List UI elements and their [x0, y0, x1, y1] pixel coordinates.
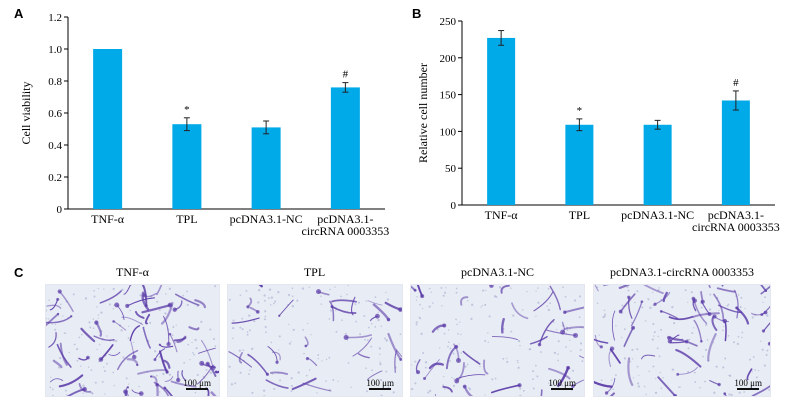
- y-tick-label: 200: [440, 53, 457, 65]
- image-title-tpl: TPL: [303, 265, 326, 279]
- y-tick-label: 1.2: [48, 12, 62, 24]
- scale-bar-tnf: 100 μm: [183, 378, 211, 390]
- significance-mark: *: [577, 105, 583, 117]
- significance-mark: #: [733, 77, 739, 89]
- bar: [172, 124, 202, 209]
- y-tick-label: 0.8: [48, 76, 62, 88]
- scale-bar-nc: 100 μm: [548, 378, 576, 390]
- y-tick-label: 250: [440, 16, 457, 28]
- y-tick-label: 0.4: [48, 140, 62, 152]
- micrograph-tnf: 100 μm: [45, 284, 220, 397]
- x-tick-label: TNF-α: [91, 212, 125, 226]
- y-tick-label: 0: [57, 204, 63, 216]
- x-tick-label: pcDNA3.1-NC: [621, 208, 694, 222]
- y-tick-label: 0.6: [48, 108, 62, 120]
- image-title-tnf: TNF-α: [116, 265, 149, 279]
- scale-bar-tpl: 100 μm: [366, 378, 394, 390]
- scale-bar-circrna: 100 μm: [734, 378, 762, 390]
- y-tick-label: 0.2: [48, 172, 62, 184]
- y-tick-label: 150: [440, 90, 457, 102]
- bar: [93, 49, 123, 209]
- micrograph-background: [411, 285, 584, 396]
- x-tick-label: pcDNA3.1-: [708, 208, 764, 222]
- y-axis-label: Relative cell number: [416, 63, 430, 163]
- bar: [565, 124, 594, 205]
- image-title-nc: pcDNA3.1-NC: [461, 265, 534, 279]
- x-tick-label: circRNA 0003353: [692, 220, 780, 234]
- panel-letter-c: C: [14, 265, 24, 280]
- y-tick-label: 50: [445, 163, 457, 175]
- chart-a-cell-viability: 0 0.2 0.4 0.6 0.8 1.0 1.2 Cell viability TNF-α * T…: [19, 12, 390, 238]
- x-tick-label: TNF-α: [485, 208, 519, 222]
- panel-letter-b: B: [412, 6, 422, 21]
- x-tick-label: TPL: [569, 208, 590, 222]
- x-tick-label: pcDNA3.1-: [317, 212, 373, 226]
- bar: [251, 127, 281, 209]
- bar: [330, 87, 360, 209]
- bar: [487, 37, 516, 205]
- chart-b-relative-cell-number: 0 50 100 150 200 250 Relative cell number TNF-α…: [416, 16, 780, 234]
- bar: [643, 124, 672, 205]
- y-tick-label: 100: [440, 126, 457, 138]
- micrograph-nc: 100 μm: [410, 284, 585, 397]
- micrograph-background: [228, 285, 402, 396]
- image-title-circrna: pcDNA3.1-circRNA 0003353: [610, 265, 754, 279]
- y-tick-label: 0: [451, 200, 457, 212]
- bar: [721, 100, 750, 205]
- y-axis-label: Cell viability: [19, 82, 33, 145]
- micrograph-tpl: 100 μm: [227, 284, 403, 397]
- x-tick-label: circRNA 0003353: [302, 224, 390, 238]
- x-tick-label: TPL: [176, 212, 197, 226]
- y-tick-label: 1.0: [48, 44, 62, 56]
- significance-mark: *: [184, 104, 190, 116]
- panel-letter-a: A: [14, 6, 24, 21]
- x-tick-label: pcDNA3.1-NC: [230, 212, 303, 226]
- significance-mark: #: [343, 69, 349, 81]
- micrograph-circrna: 100 μm: [593, 284, 771, 397]
